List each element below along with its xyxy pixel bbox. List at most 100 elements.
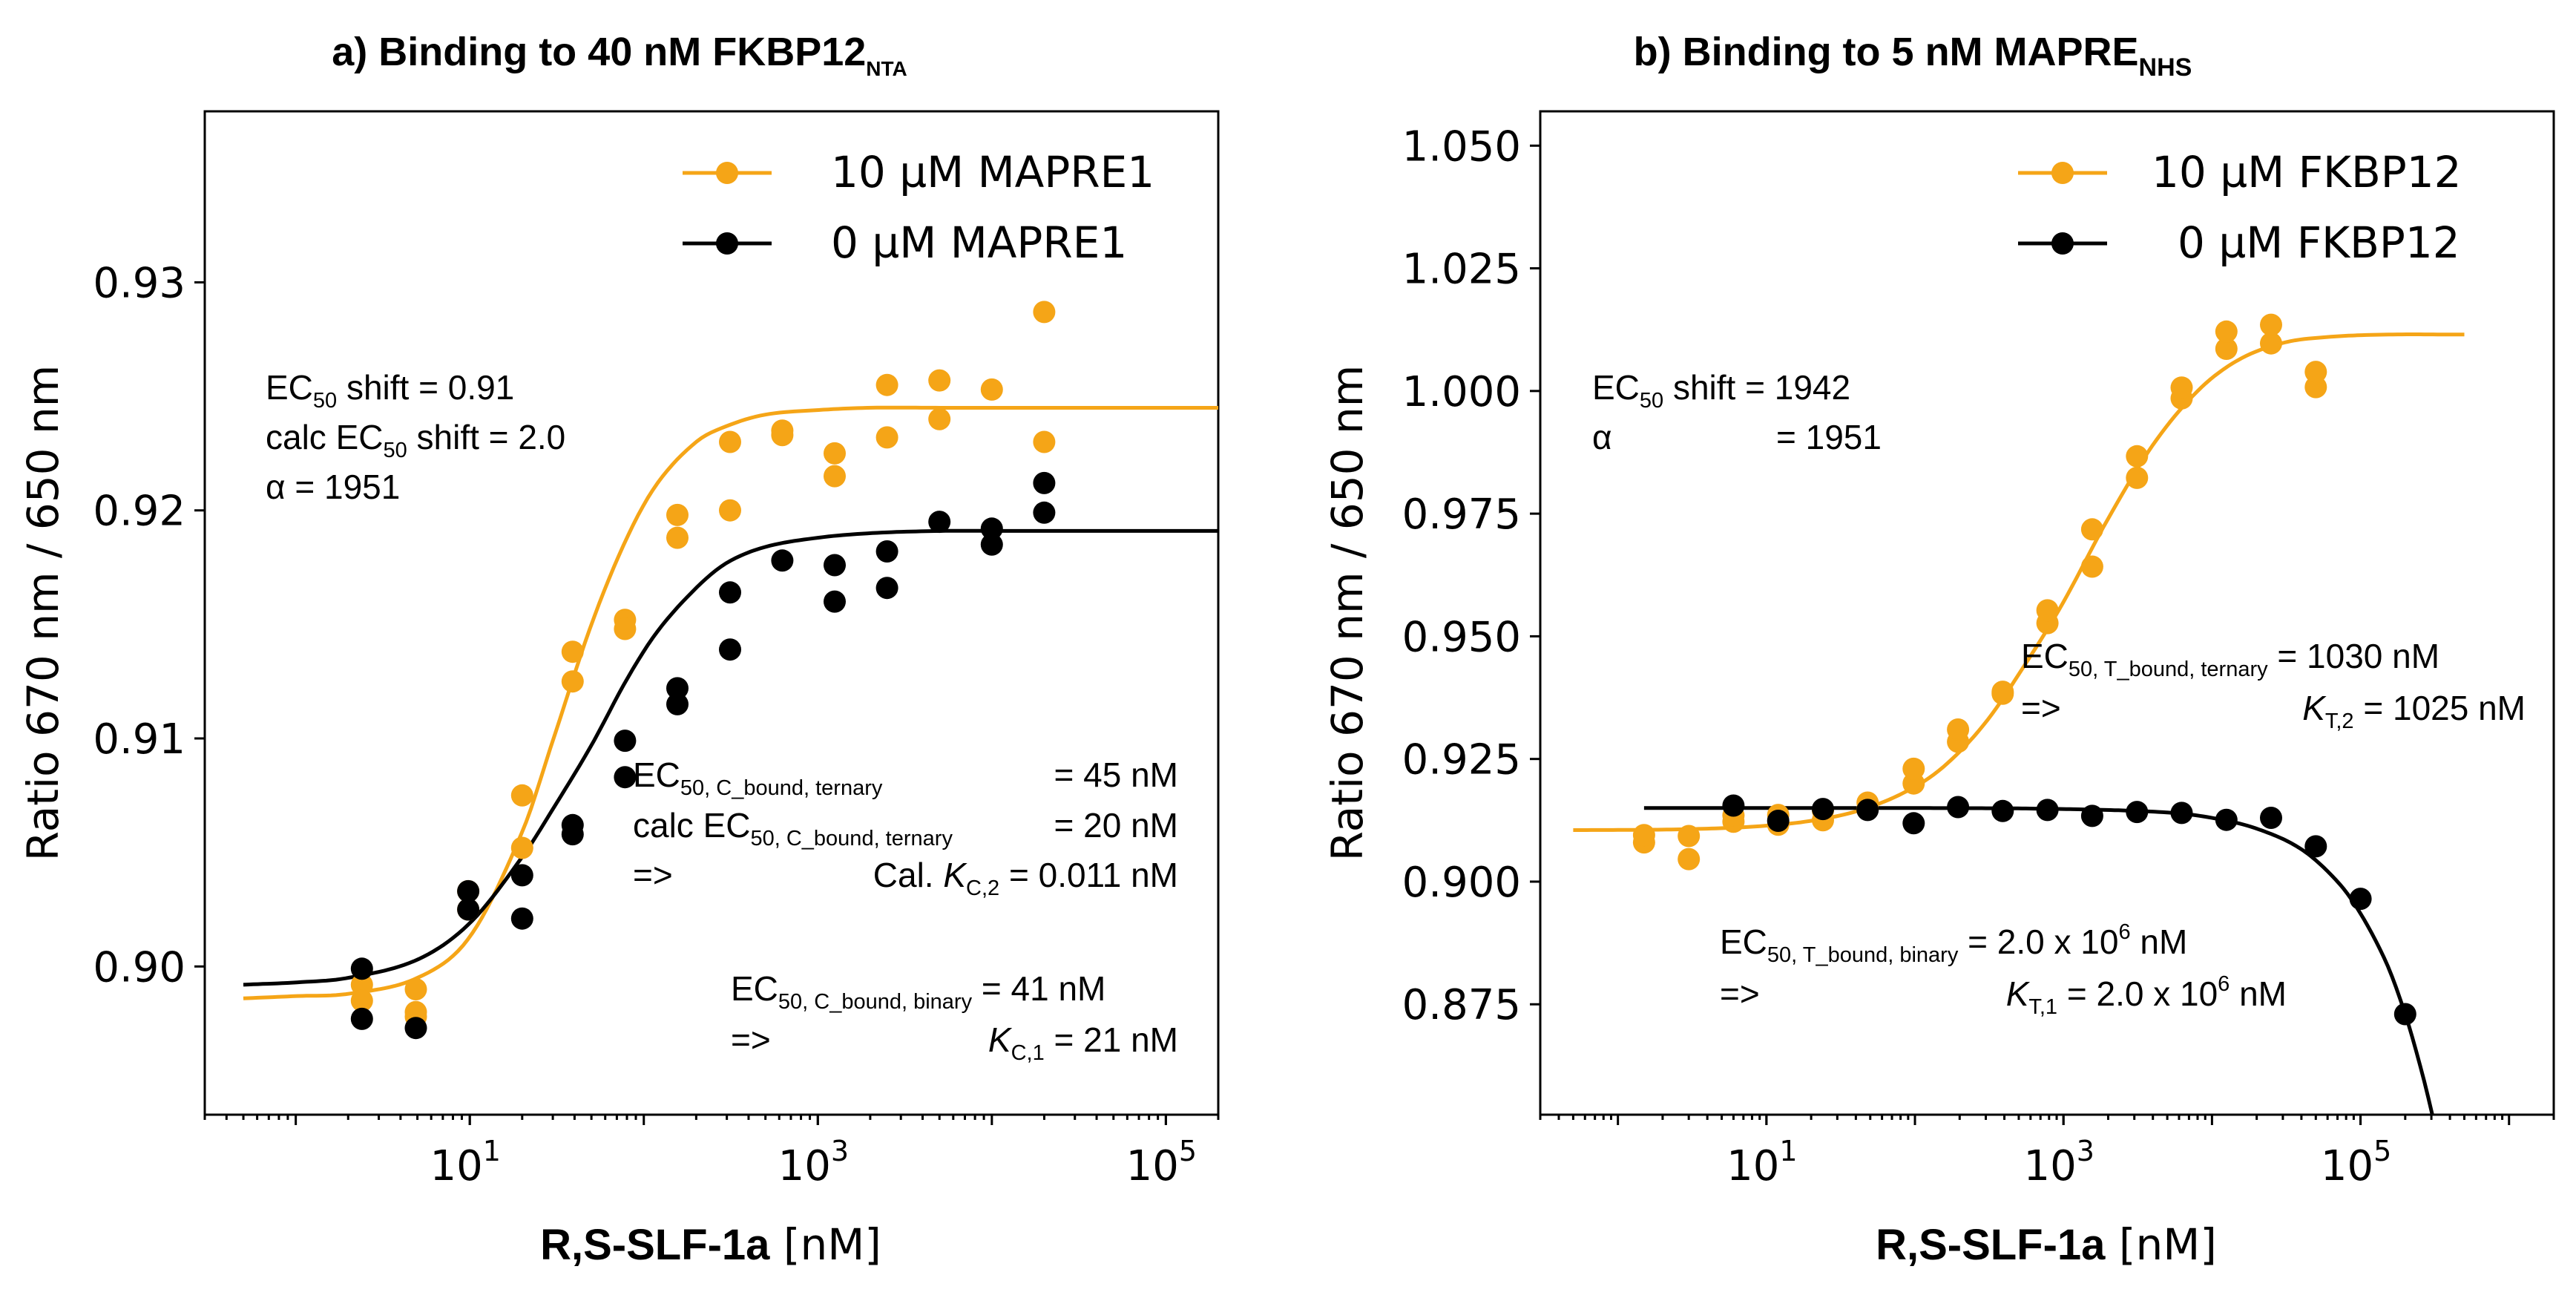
- panel-b-data-point-black: [1812, 798, 1834, 821]
- panel-a-y-tick-label: 0.90: [93, 943, 185, 991]
- panel-b-data-point-orange: [2260, 313, 2282, 336]
- panel-a-data-point-black: [875, 577, 898, 600]
- panel-b-kt1: KT,1 = 2.0 x 106 nM: [2006, 972, 2287, 1019]
- panel-a-data-point-orange: [666, 503, 689, 526]
- panel-a-axes-frame: [203, 110, 1220, 1116]
- panel-b-data-point-orange: [2080, 518, 2103, 541]
- panel-b-data-point-black: [2215, 808, 2238, 831]
- panel-a-data-point-orange: [928, 407, 951, 430]
- panel-b-y-tick-label: 1.050: [1402, 122, 1521, 171]
- panel-a-data-point-black: [457, 879, 480, 902]
- panel-b-data-point-orange: [2215, 338, 2238, 360]
- panel-a-legend-marker-orange: [716, 162, 738, 184]
- panel-b-data-point-orange: [2170, 376, 2193, 399]
- panel-a-data-point-black: [561, 823, 584, 846]
- panel-b-kt2-arrow: =>: [2021, 689, 2061, 727]
- panel-a-data-point-orange: [561, 640, 584, 663]
- panel-b-legend-label-orange: 10 µM FKBP12: [2152, 147, 2462, 197]
- panel-a-y-tick-label: 0.93: [93, 259, 185, 307]
- panel-b-data-point-orange: [2304, 376, 2327, 399]
- panel-a-data-point-orange: [719, 430, 741, 453]
- panel-a-y-tick-label: 0.91: [93, 715, 185, 764]
- panel-b-data-point-orange: [1632, 824, 1655, 847]
- panel-a-x-tick-label: 103: [778, 1135, 849, 1190]
- panel-a-ec50-shift: EC50 shift = 0.91: [266, 368, 514, 413]
- panel-a-legend: 10 µM MAPRE1 0 µM MAPRE1: [683, 147, 1154, 268]
- panel-a-data-point-black: [771, 549, 794, 572]
- panel-b-data-point-orange: [1902, 757, 1925, 780]
- panel-a-data-point-orange: [561, 670, 584, 693]
- panel-a-data-point-orange: [928, 369, 951, 392]
- panel-b-data-point-black: [2349, 888, 2372, 911]
- panel-a-data-point-black: [457, 898, 480, 921]
- panel-b-kt1-arrow: =>: [1720, 974, 1760, 1013]
- panel-a-data-point-black: [824, 554, 846, 577]
- panel-b-y-tick-label: 0.875: [1402, 981, 1521, 1029]
- panel-a-alpha: α = 1951: [266, 468, 400, 506]
- panel-a-data-point-orange: [510, 784, 533, 807]
- panel-b-data-point-black: [2036, 799, 2059, 822]
- panel-b-y-tick-label: 0.975: [1402, 491, 1521, 539]
- panel-b-x-tick-label: 103: [2023, 1135, 2094, 1190]
- panel-a-data-point-orange: [719, 499, 741, 522]
- panel-b-data-point-black: [2304, 835, 2327, 858]
- panel-b-data-point-black: [2170, 802, 2193, 825]
- panel-a-legend-label-orange: 10 µM MAPRE1: [831, 147, 1154, 197]
- panel-a-data-point-black: [510, 864, 533, 887]
- panel-b-x-axis-label: R,S-SLF-1a [nM]: [1876, 1219, 2217, 1270]
- panel-b-legend-marker-orange: [2051, 162, 2074, 184]
- panel-b-data-point-black: [2393, 1003, 2416, 1026]
- panel-a-data-point-orange: [824, 465, 846, 488]
- panel-b-y-axis-label: Ratio 670 nm / 650 nm: [1322, 365, 1373, 862]
- panel-b-data-point-black: [1947, 796, 1970, 819]
- panel-b-data-point-black: [2260, 807, 2282, 829]
- panel-a-data-point-orange: [875, 373, 898, 396]
- panel-a-calc-ec50-shift: calc EC50 shift = 2.0: [266, 418, 565, 462]
- panel-a-kc2-arrow: =>: [633, 856, 673, 894]
- panel-a-kc1-arrow: =>: [731, 1020, 771, 1059]
- panel-b-y-tick-label: 1.025: [1402, 246, 1521, 294]
- panel-a-data-point-black: [719, 581, 741, 604]
- panel-a-ec50-ternary-value: = 45 nM: [1054, 755, 1179, 794]
- panel-a-data-point-black: [666, 677, 689, 700]
- panel-b-y-tick-label: 0.900: [1402, 859, 1521, 907]
- panel-a-calc-ec50-ternary-value: = 20 nM: [1054, 806, 1179, 845]
- panel-a-data-point-black: [1033, 471, 1056, 494]
- panel-a-y-axis-label: Ratio 670 nm / 650 nm: [18, 365, 68, 862]
- panel-b-data-point-black: [2126, 801, 2149, 824]
- panel-a-data-point-black: [980, 517, 1003, 540]
- panel-a-data-point-black: [666, 692, 689, 715]
- panel-b-ec50-shift: EC50 shift = 1942: [1592, 368, 1850, 413]
- panel-a-data-point-orange: [1033, 301, 1056, 324]
- panel-b-alpha-value: = 1951: [1776, 418, 1882, 456]
- panel-b: b) Binding to 5 nM MAPRENHS 0.8750.9000.…: [1322, 30, 2555, 1270]
- panel-a-data-point-black: [980, 533, 1003, 556]
- panel-b-data-point-orange: [2304, 361, 2327, 384]
- panel-b-data-point-black: [2080, 804, 2103, 827]
- panel-a-kc2: Cal. KC,2 = 0.011 nM: [873, 856, 1178, 900]
- panel-a-data-point-black: [719, 638, 741, 661]
- panel-a-data-point-orange: [510, 836, 533, 859]
- panel-a-calc-ec50-ternary: calc EC50, C_bound, ternary: [633, 806, 953, 850]
- panel-a-data-point-orange: [350, 973, 373, 996]
- panel-b-y-tick-label: 0.950: [1402, 613, 1521, 661]
- panel-b-data-point-orange: [1947, 718, 1970, 741]
- panel-a-fit-curve-orange: [243, 405, 1218, 1000]
- panel-b-axes-frame: [1539, 110, 2555, 1116]
- panel-a-data-point-black: [614, 730, 637, 753]
- panel-b-ec50-ternary: EC50, T_bound, ternary = 1030 nM: [2021, 637, 2439, 681]
- panel-a-ec50-ternary: EC50, C_bound, ternary: [633, 755, 883, 800]
- panel-b-data-point-orange: [2036, 599, 2059, 622]
- panel-b-data-point-orange: [2080, 555, 2103, 578]
- panel-b-data-point-black: [1902, 812, 1925, 835]
- panel-b-data-point-orange: [2215, 320, 2238, 343]
- panel-a-ec50-binary: EC50, C_bound, binary = 41 nM: [731, 969, 1105, 1014]
- panel-a-data-point-orange: [824, 442, 846, 465]
- panel-b-kt2: KT,2 = 1025 nM: [2302, 689, 2526, 733]
- panel-b-ec50-binary: EC50, T_bound, binary = 2.0 x 106 nM: [1720, 920, 2187, 967]
- panel-a-data-point-black: [1033, 501, 1056, 524]
- panel-b-legend-label-black: 0 µM FKBP12: [2178, 217, 2460, 268]
- panel-a-y-tick-label: 0.92: [93, 488, 185, 536]
- panel-a: a) Binding to 40 nM FKBP12NTA 0.900.910.…: [18, 30, 1220, 1270]
